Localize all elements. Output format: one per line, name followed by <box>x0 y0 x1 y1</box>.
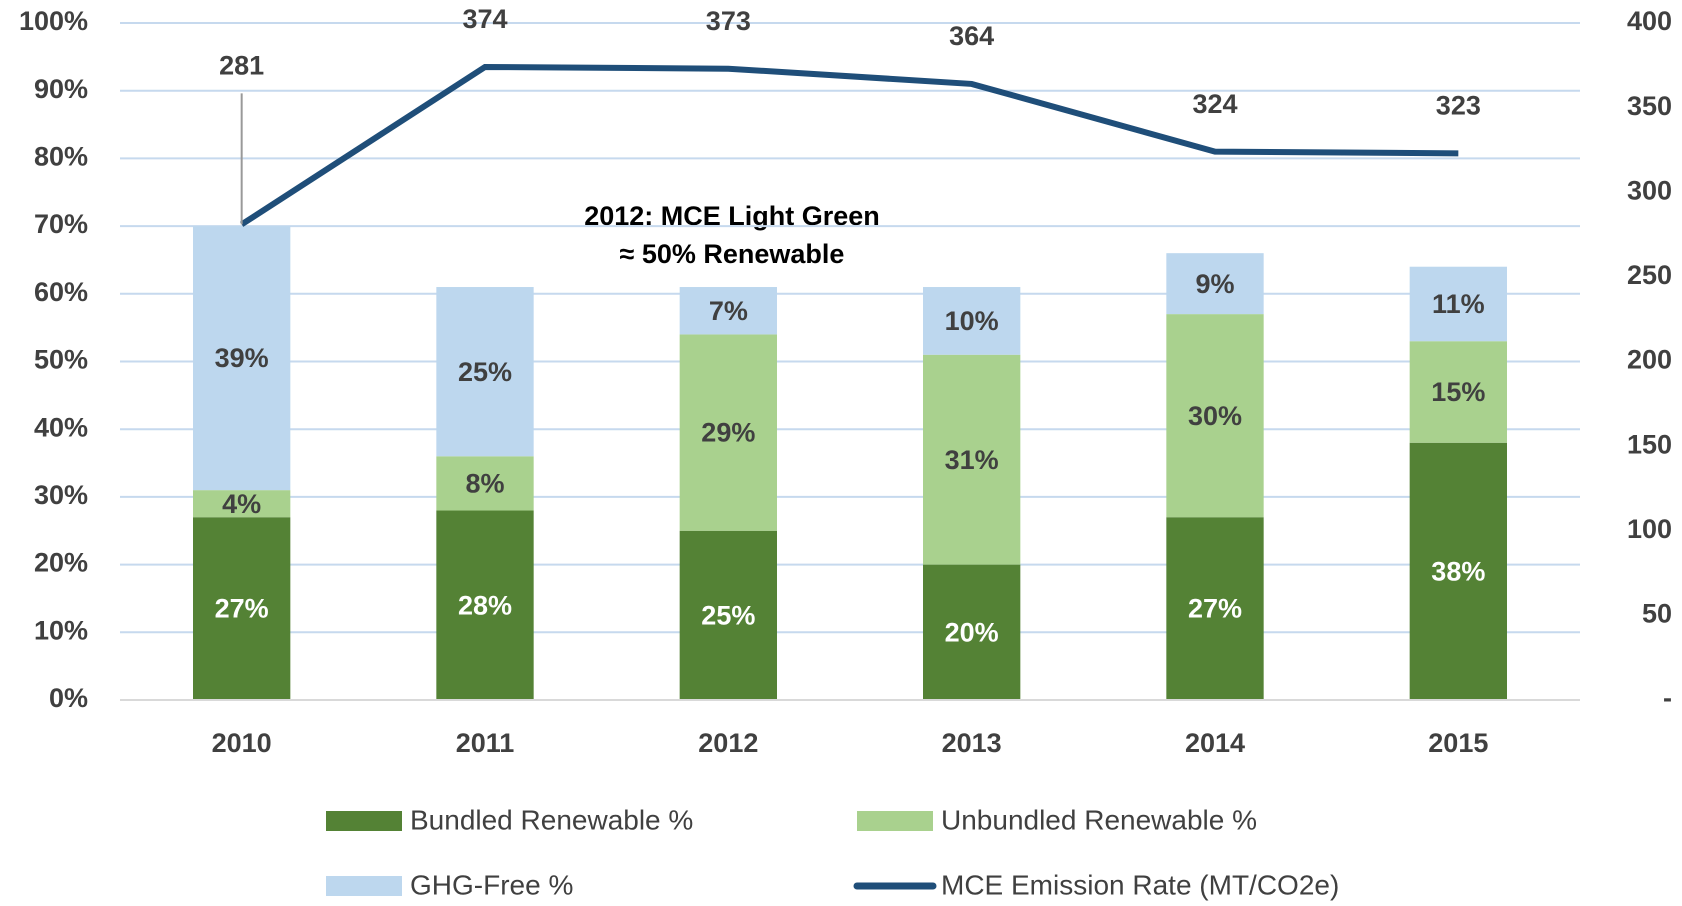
data-label: 30% <box>1188 401 1242 431</box>
data-label: 28% <box>458 590 512 620</box>
data-label: 25% <box>458 357 512 387</box>
y-tick-label: 0% <box>49 683 88 713</box>
bar-segment <box>923 287 1021 355</box>
bar-segment <box>436 456 534 511</box>
legend-label: MCE Emission Rate (MT/CO2e) <box>941 869 1339 900</box>
bar-segment <box>193 226 291 491</box>
bar-segment <box>1409 266 1507 342</box>
data-label: 38% <box>1431 556 1485 586</box>
bar-segment <box>923 564 1021 700</box>
y-tick-label: 20% <box>34 548 88 578</box>
line <box>240 63 1459 227</box>
y-tick-label: 80% <box>34 142 88 172</box>
legend-swatch <box>326 876 402 896</box>
y-tick-label: 60% <box>34 277 88 307</box>
bar-segment <box>1409 442 1507 700</box>
legend-label: Unbundled Renewable % <box>941 804 1257 835</box>
bar-segment <box>436 287 534 457</box>
y-tick-label: 70% <box>34 209 88 239</box>
data-label: 8% <box>465 468 504 498</box>
data-label: 39% <box>215 343 269 373</box>
data-label: 10% <box>945 306 999 336</box>
legend-swatch <box>326 811 402 831</box>
bar-segment <box>1166 253 1264 315</box>
data-label: 15% <box>1431 377 1485 407</box>
data-label: 323 <box>1436 90 1481 120</box>
x-tick-label: 2011 <box>456 728 515 758</box>
x-tick-label: 2010 <box>212 728 272 758</box>
y2-tick-label: 150 <box>1627 429 1672 459</box>
y-tick-label: 100% <box>19 6 88 36</box>
y-tick-label: 40% <box>34 412 88 442</box>
bar-segment <box>923 354 1021 565</box>
y2-tick-label: 100 <box>1627 514 1672 544</box>
data-label: 9% <box>1195 269 1234 299</box>
bar-segment <box>679 334 777 531</box>
data-label: 4% <box>222 489 261 519</box>
y2-tick-label: 400 <box>1627 6 1672 36</box>
y-tick-label: 10% <box>34 615 88 645</box>
data-label: 25% <box>701 601 755 631</box>
x-tick-label: 2014 <box>1185 728 1245 758</box>
y2-tick-label: 350 <box>1627 91 1672 121</box>
annotation: ≈ 50% Renewable <box>620 239 845 269</box>
bar-segment <box>436 510 534 700</box>
y2-tick-label: - <box>1663 683 1672 713</box>
y2-tick-label: 200 <box>1627 345 1672 375</box>
x-tick-label: 2012 <box>698 728 758 758</box>
x-tick-label: 2015 <box>1428 728 1488 758</box>
bar-segment <box>193 517 291 700</box>
data-label: 374 <box>462 4 507 34</box>
legend-swatch <box>857 811 933 831</box>
data-label: 20% <box>945 617 999 647</box>
data-label: 27% <box>1188 594 1242 624</box>
bar-segment <box>1409 341 1507 443</box>
y2-tick-label: 300 <box>1627 175 1672 205</box>
y2-tick-label: 50 <box>1642 599 1672 629</box>
legend-label: GHG-Free % <box>410 869 573 900</box>
data-label: 324 <box>1192 89 1237 119</box>
bar-segment <box>1166 314 1264 518</box>
data-label: 27% <box>215 594 269 624</box>
y-tick-label: 30% <box>34 480 88 510</box>
y-tick-label: 50% <box>34 345 88 375</box>
legend-label: Bundled Renewable % <box>410 804 693 835</box>
data-label: 7% <box>709 296 748 326</box>
bar-segment <box>679 287 777 335</box>
data-label: 11% <box>1432 289 1485 319</box>
data-label: 31% <box>945 445 999 475</box>
y2-tick-label: 250 <box>1627 260 1672 290</box>
data-label: 29% <box>701 418 755 448</box>
bar-segment <box>679 530 777 700</box>
data-label: 373 <box>706 6 751 36</box>
x-tick-label: 2013 <box>942 728 1002 758</box>
data-label: 281 <box>219 51 264 81</box>
y-tick-label: 90% <box>34 74 88 104</box>
bar-segment <box>1166 517 1264 700</box>
bar-segment <box>193 490 291 518</box>
data-label: 364 <box>949 21 994 51</box>
